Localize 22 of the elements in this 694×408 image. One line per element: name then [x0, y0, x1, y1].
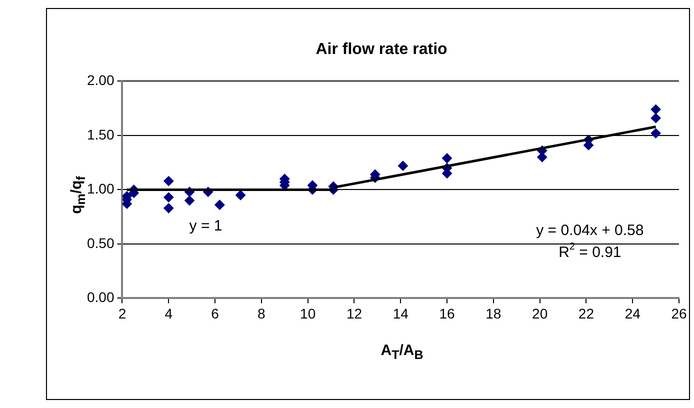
y-tick-label: 2.00: [87, 72, 114, 88]
x-axis-title: A$_{T}$/A$_{B}$: [380, 342, 424, 362]
y-tick-label: 1.00: [87, 180, 114, 197]
annotation: y = 0.04x + 0.58: [536, 222, 644, 240]
x-tick-label: 24: [624, 305, 641, 322]
x-tick-label: 10: [300, 305, 316, 322]
x-tick-label: 4: [164, 305, 173, 322]
x-tick-label: 16: [439, 305, 456, 322]
y-tick-label: 0.50: [87, 234, 114, 251]
y-tick-label: 0.00: [87, 289, 114, 306]
x-tick-label: 2: [118, 305, 126, 322]
chart-title: Air flow rate ratio: [316, 41, 448, 58]
x-tick-label: 26: [671, 305, 687, 322]
x-tick-label: 6: [211, 305, 220, 322]
annotation: y = 1: [189, 218, 222, 235]
x-tick-label: 22: [578, 305, 594, 322]
x-tick-label: 8: [258, 305, 266, 322]
x-tick-label: 18: [486, 305, 502, 322]
x-tick-label: 12: [346, 305, 362, 322]
y-tick-label: 1.50: [87, 126, 114, 142]
x-tick-label: 14: [392, 305, 409, 322]
x-tick-label: 20: [532, 305, 548, 322]
